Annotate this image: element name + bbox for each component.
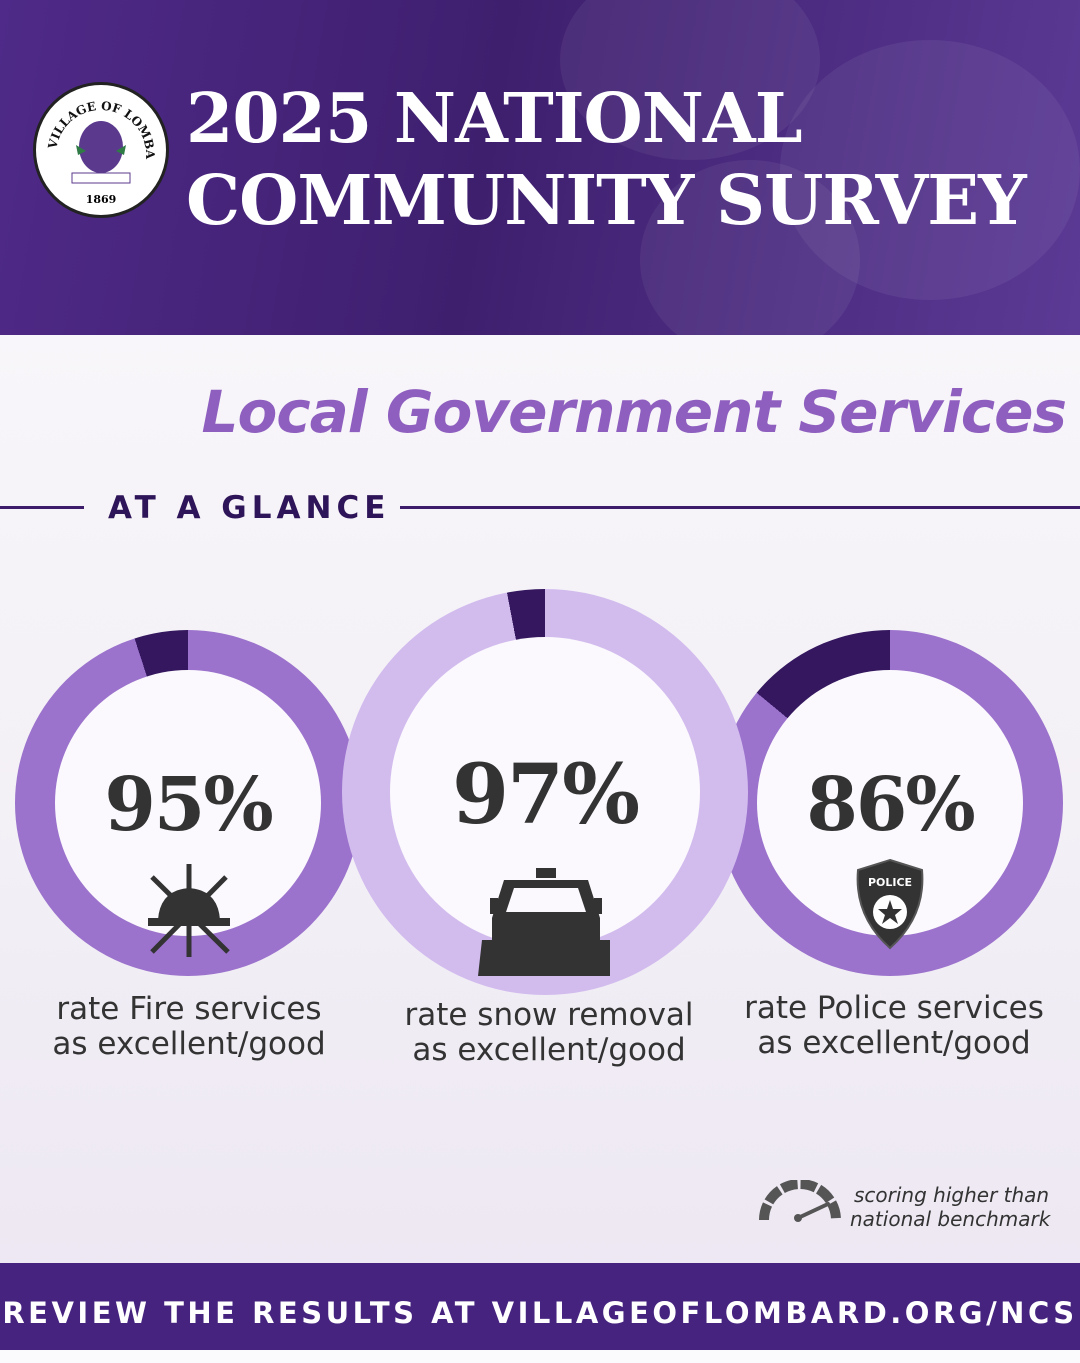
header-banner: VILLAGE OF LOMBARD · IL 1869 2025 NATION… <box>0 0 1080 335</box>
section-label: AT A GLANCE <box>108 490 391 526</box>
title-line-2: COMMUNITY SURVEY <box>186 161 1027 241</box>
benchmark-line2: national benchmark <box>850 1207 1051 1231</box>
snowplow-icon <box>478 868 610 976</box>
caption-snow-line1: rate snow removal <box>404 997 694 1033</box>
section-subtitle: Local Government Services <box>201 378 1067 446</box>
caption-fire-line2: as excellent/good <box>52 1026 326 1062</box>
caption-police-line1: rate Police services <box>744 990 1044 1026</box>
divider-right <box>400 506 1080 509</box>
police-badge-icon: POLICE <box>856 858 924 950</box>
donut-fire: 95% <box>15 630 361 976</box>
donut-label-snow: 97% <box>451 747 640 843</box>
caption-snow-line2: as excellent/good <box>412 1032 686 1068</box>
footer-banner: REVIEW THE RESULTS AT VILLAGEOFLOMBARD.O… <box>0 1263 1080 1350</box>
benchmark-legend: scoring higher than national benchmark <box>850 1183 1050 1231</box>
gauge-icon <box>759 1180 841 1222</box>
badge-text: POLICE <box>868 876 912 889</box>
divider-left <box>0 506 84 509</box>
title-line-1: 2025 NATIONAL <box>186 79 803 159</box>
firefighter-icon <box>148 864 230 957</box>
village-seal-logo: VILLAGE OF LOMBARD · IL 1869 <box>31 74 169 218</box>
results-link[interactable]: REVIEW THE RESULTS AT VILLAGEOFLOMBARD.O… <box>2 1296 1078 1330</box>
donut-label-police: 86% <box>806 762 975 848</box>
benchmark-line1: scoring higher than <box>854 1183 1050 1207</box>
donut-label-fire: 95% <box>104 762 273 848</box>
caption-fire: rate Fire services as excellent/good <box>9 992 369 1062</box>
seal-year: 1869 <box>86 193 117 206</box>
page-title: 2025 NATIONAL COMMUNITY SURVEY <box>186 78 1027 242</box>
caption-snow: rate snow removal as excellent/good <box>369 998 729 1068</box>
caption-police: rate Police services as excellent/good <box>714 991 1074 1061</box>
caption-fire-line1: rate Fire services <box>56 991 322 1027</box>
caption-police-line2: as excellent/good <box>757 1025 1031 1061</box>
